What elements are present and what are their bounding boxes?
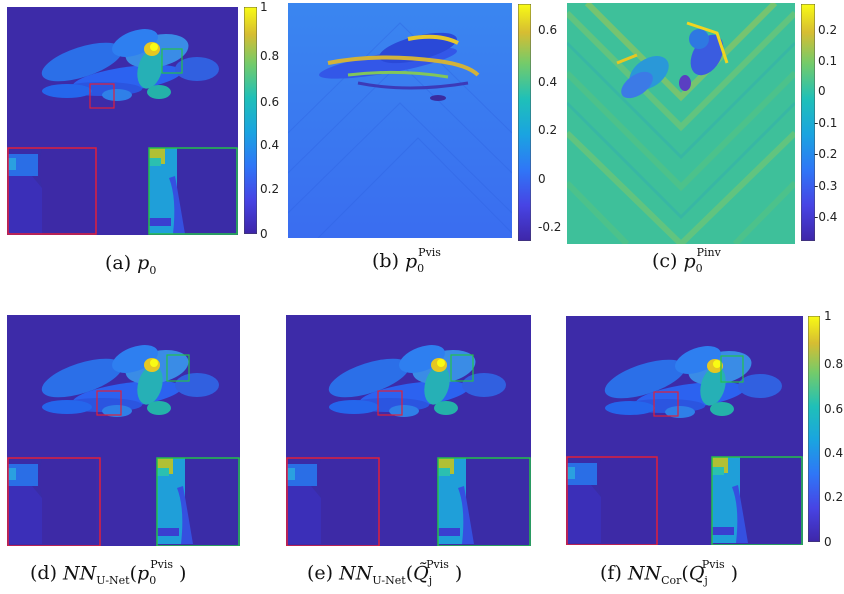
colorbar-b-tick-2: 0.2 bbox=[538, 123, 558, 137]
colorbar-a-tick-4: 0.2 bbox=[260, 182, 280, 196]
colorbar-c-tick-4: -0.2 bbox=[814, 147, 838, 161]
caption-a: (a) p0 bbox=[105, 252, 157, 277]
colorbar-a-tick-0: 1 bbox=[260, 0, 268, 14]
caption-c: (c) p0Pinv bbox=[652, 246, 721, 276]
colorbar-f-tick-3: 0.4 bbox=[824, 446, 844, 460]
colorbar-a bbox=[243, 6, 258, 235]
image-nn-unet-p0 bbox=[7, 315, 240, 546]
caption-d: (d) NNU-Net(p0Pvis) bbox=[30, 558, 187, 588]
colorbar-a-tick-2: 0.6 bbox=[260, 95, 280, 109]
colorbar-c-tick-6: -0.4 bbox=[814, 210, 838, 224]
colorbar-c-tick-5: -0.3 bbox=[814, 179, 838, 193]
colorbar-c-tick-1: 0.1 bbox=[818, 54, 838, 68]
colorbar-c-tick-3: -0.1 bbox=[814, 116, 838, 130]
colorbar-a-tick-1: 0.8 bbox=[260, 49, 280, 63]
colorbar-c-tick-0: 0.2 bbox=[818, 23, 838, 37]
colorbar-b-tick-1: 0.4 bbox=[538, 75, 558, 89]
colorbar-b-tick-3: 0 bbox=[538, 172, 546, 186]
colorbar-b-tick-0: 0.6 bbox=[538, 23, 558, 37]
caption-f: (f) NNCor(QjPvis) bbox=[600, 558, 739, 588]
caption-e: (e) NNU-Net(Q̃jPvis) bbox=[307, 558, 463, 588]
colorbar-b bbox=[517, 3, 532, 242]
image-p0 bbox=[7, 7, 238, 235]
colorbar-f-tick-0: 1 bbox=[824, 309, 832, 323]
colorbar-f-tick-5: 0 bbox=[824, 535, 832, 549]
colorbar-f-tick-1: 0.8 bbox=[824, 357, 844, 371]
colorbar-c-tick-2: 0 bbox=[818, 84, 826, 98]
colorbar-c bbox=[800, 3, 816, 242]
colorbar-f-tick-4: 0.2 bbox=[824, 490, 844, 504]
image-nn-cor bbox=[566, 316, 803, 545]
image-p0-vis bbox=[288, 3, 512, 238]
colorbar-b-tick-4: -0.2 bbox=[538, 220, 562, 234]
colorbar-f bbox=[807, 315, 821, 543]
colorbar-a-tick-5: 0 bbox=[260, 227, 268, 241]
colorbar-f-tick-2: 0.6 bbox=[824, 402, 844, 416]
image-nn-unet-qtilde bbox=[286, 315, 531, 546]
image-p0-inv bbox=[567, 3, 795, 244]
caption-b: (b) p0Pvis bbox=[372, 246, 441, 276]
colorbar-a-tick-3: 0.4 bbox=[260, 138, 280, 152]
